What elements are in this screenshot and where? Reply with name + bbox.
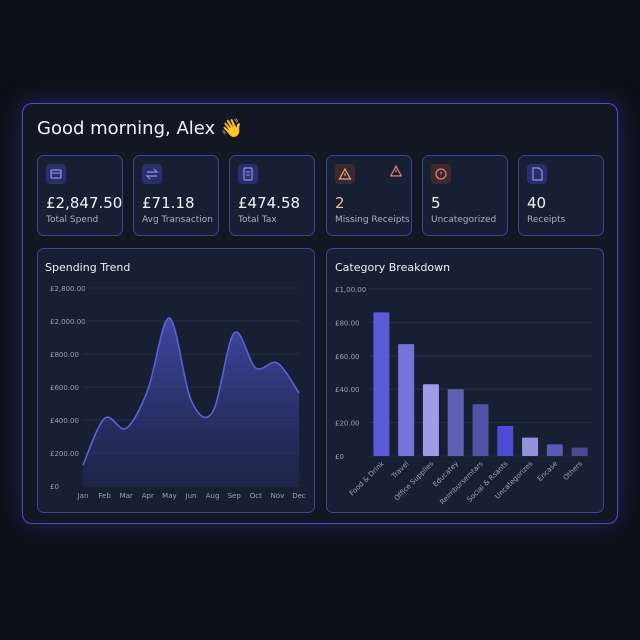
- bar: [522, 437, 539, 456]
- x-tick-label: May: [162, 492, 176, 500]
- warning-icon: [389, 164, 403, 177]
- stat-value: 5: [431, 194, 441, 212]
- stat-label: Missing Receipts: [335, 215, 410, 225]
- line: [82, 317, 300, 466]
- y-tick-label: £1,00.00: [335, 286, 366, 294]
- stat-label: Total Tax: [238, 215, 277, 225]
- y-tick-label: £60.00: [335, 353, 360, 361]
- stat-value: 40: [527, 194, 547, 212]
- bar: [373, 312, 390, 456]
- stat-value: £2,847.50: [46, 194, 123, 212]
- stat-card[interactable]: 5 Uncategorized: [422, 155, 508, 236]
- chart-title: Spending Trend: [45, 261, 130, 274]
- bar: [398, 344, 415, 456]
- stat-label: Total Spend: [46, 215, 99, 225]
- x-tick-label: Reimbursemtars: [438, 460, 485, 507]
- x-tick-label: Travel: [390, 460, 411, 481]
- chart-title: Category Breakdown: [335, 261, 450, 274]
- y-tick-label: £800.00: [50, 351, 79, 359]
- bar: [472, 404, 489, 456]
- stat-value: £71.18: [142, 194, 195, 212]
- x-tick-label: Aug: [206, 492, 220, 500]
- x-tick-label: Encase: [536, 460, 559, 483]
- icon: [527, 164, 547, 184]
- x-tick-label: Jan: [77, 492, 89, 500]
- icon: [238, 164, 258, 184]
- x-tick-label: Apr: [142, 492, 154, 500]
- y-tick-label: £80.00: [335, 319, 360, 327]
- icon: [335, 164, 355, 184]
- stat-value: £474.58: [238, 194, 301, 212]
- x-tick-label: Dec: [292, 492, 306, 500]
- stat-label: Receipts: [527, 215, 566, 225]
- stat-card[interactable]: 2 Missing Receipts: [326, 155, 412, 236]
- stat-card[interactable]: £474.58 Total Tax: [229, 155, 315, 236]
- bar: [497, 425, 514, 456]
- x-tick-label: Feb: [98, 492, 111, 500]
- y-tick-label: £2,800.00: [50, 285, 86, 293]
- area: [83, 317, 299, 486]
- x-tick-label: Food & Drink: [348, 459, 386, 497]
- y-tick-label: £40.00: [335, 386, 360, 394]
- x-tick-label: Jun: [185, 492, 197, 500]
- y-tick-label: £200.00: [50, 450, 79, 458]
- bar: [447, 389, 464, 456]
- stat-card[interactable]: £71.18 Avg Transaction: [133, 155, 219, 236]
- y-tick-label: £0: [335, 453, 344, 461]
- greeting: Good morning, Alex 👋: [37, 118, 244, 139]
- bar: [546, 444, 563, 456]
- y-tick-label: £400.00: [50, 417, 79, 425]
- icon: [431, 164, 451, 184]
- x-tick-label: Sep: [228, 492, 242, 500]
- icon: [46, 164, 66, 184]
- y-tick-label: £20.00: [335, 420, 360, 428]
- chart-card: [326, 248, 604, 513]
- y-tick-label: £2,000.00: [50, 318, 86, 326]
- x-tick-label: Mar: [120, 492, 133, 500]
- bar: [422, 384, 439, 456]
- stat-card[interactable]: £2,847.50 Total Spend: [37, 155, 123, 236]
- x-tick-label: Nov: [271, 492, 285, 500]
- stat-label: Avg Transaction: [142, 215, 214, 225]
- y-tick-label: £0: [50, 483, 59, 491]
- x-tick-label: Oct: [250, 492, 262, 500]
- y-tick-label: £600.00: [50, 384, 79, 392]
- icon: [142, 164, 162, 184]
- x-tick-label: Others: [562, 460, 585, 483]
- stat-label: Uncategorized: [431, 215, 497, 225]
- stat-card[interactable]: 40 Receipts: [518, 155, 604, 236]
- stat-value: 2: [335, 194, 345, 212]
- bar: [571, 447, 588, 456]
